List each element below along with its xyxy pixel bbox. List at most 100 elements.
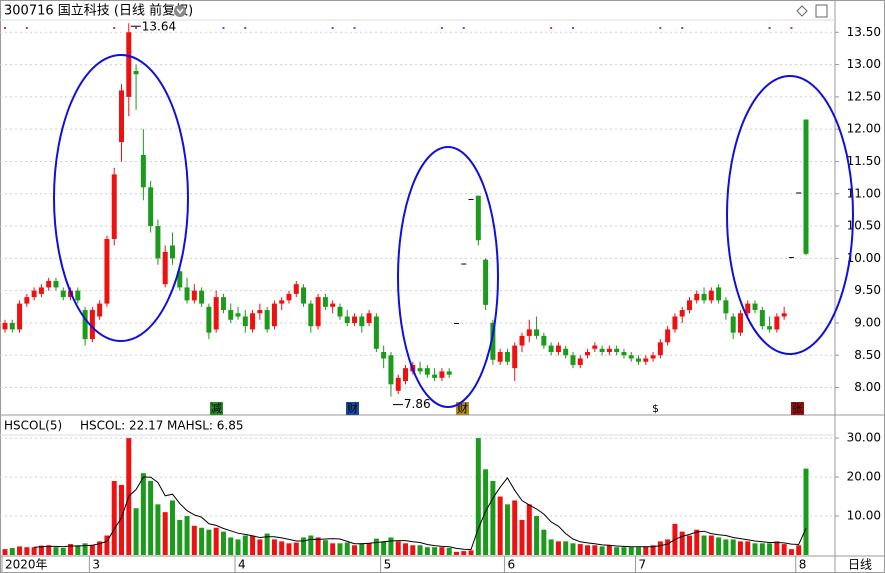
candle-body — [162, 251, 168, 285]
volume-bar — [468, 550, 474, 555]
candle-body — [308, 303, 314, 327]
volume-bar — [570, 543, 576, 555]
volume-bar — [97, 541, 103, 555]
candle-body — [796, 192, 802, 194]
candle-body — [60, 290, 66, 298]
volume-bar — [38, 545, 44, 555]
candle-body — [104, 238, 110, 304]
window-button[interactable] — [815, 4, 828, 18]
volume-bar — [264, 533, 270, 555]
volume-bar — [184, 516, 190, 555]
marker-dot — [135, 27, 138, 29]
y-tick-label: 11.00 — [847, 186, 881, 200]
volume-bar — [701, 535, 707, 555]
volume-bar — [235, 539, 241, 555]
volume-bar — [308, 535, 314, 555]
title-menu[interactable] — [174, 5, 186, 17]
volume-bar — [82, 543, 88, 555]
candle-body — [606, 348, 612, 353]
y-tick-label: 20.00 — [847, 470, 881, 484]
volume-bar — [366, 543, 372, 555]
volume-bar — [512, 500, 518, 555]
period-label: 日线 — [848, 558, 872, 572]
candle-body — [672, 316, 678, 330]
volume-bar — [242, 535, 248, 555]
candle-body — [381, 352, 387, 359]
volume-bar — [68, 544, 74, 555]
candle-body — [395, 377, 401, 391]
candle-body — [774, 316, 780, 330]
volume-bar — [424, 547, 430, 555]
volume-bar — [322, 540, 328, 555]
candle-body — [140, 155, 146, 188]
candle-body — [293, 284, 299, 294]
volume-bar — [679, 531, 685, 555]
y-tick-label: 12.50 — [847, 89, 881, 103]
volume-bar — [9, 547, 15, 555]
volume-bar — [381, 541, 387, 555]
candle-body — [570, 355, 576, 365]
candle-body — [534, 329, 540, 336]
candle-body — [548, 345, 554, 353]
volume-bar — [199, 527, 205, 555]
candle-body — [446, 371, 452, 375]
candle-body — [352, 316, 358, 323]
volume-bar — [286, 543, 292, 555]
volume-bar — [752, 543, 758, 555]
candle-body — [82, 310, 88, 340]
candle-body — [512, 345, 518, 369]
volume-bar — [577, 544, 583, 555]
volume-bar — [46, 545, 52, 555]
candle-body — [424, 368, 430, 375]
candle-body — [650, 355, 656, 359]
candle-body — [89, 310, 95, 340]
annotations — [53, 54, 854, 408]
volume-bar — [410, 545, 416, 555]
candle-body — [716, 287, 722, 301]
highlight-ellipse — [726, 75, 854, 355]
volume-bar — [796, 545, 802, 555]
volume-bar — [213, 527, 219, 555]
x-tick-label: 6 — [507, 558, 515, 572]
candle-body — [752, 303, 758, 311]
volume-bar — [548, 539, 554, 555]
candle-body — [803, 119, 809, 254]
volume-bar — [162, 512, 168, 555]
volume-bar — [759, 543, 765, 555]
event-label: 财 — [347, 401, 358, 415]
diamond-button[interactable] — [796, 5, 808, 17]
candle-body — [359, 316, 365, 327]
candle-body — [169, 245, 175, 259]
volume-bar — [140, 473, 146, 555]
volume-bar — [271, 539, 277, 555]
candle-body — [403, 368, 408, 382]
candle-body — [184, 287, 190, 301]
y-tick-label: 8.00 — [854, 380, 881, 394]
event-label: 减 — [211, 402, 222, 415]
candle-body — [242, 316, 248, 327]
marker-dot — [440, 27, 443, 29]
candle-body — [694, 293, 700, 301]
marker-dot — [25, 27, 28, 29]
candle-body — [665, 329, 671, 343]
candle-body — [432, 374, 438, 378]
volume-bar — [534, 516, 540, 555]
volume-bar — [220, 531, 226, 555]
volume-bar — [359, 543, 365, 555]
candle-body — [388, 355, 394, 385]
candle-body — [643, 358, 649, 362]
volume-bar — [148, 480, 154, 555]
volume-bar — [133, 508, 139, 555]
candle-body — [148, 187, 154, 227]
candle-body — [453, 322, 459, 324]
candle-body — [417, 368, 423, 372]
volume-bar — [250, 535, 256, 555]
candle-body — [701, 293, 707, 301]
candle-body — [24, 297, 30, 304]
title-menu-arrow — [176, 8, 184, 15]
candle-body — [519, 335, 525, 346]
candle-body — [439, 371, 445, 378]
volume-bar — [75, 545, 81, 555]
volume-bar — [665, 539, 671, 555]
volume-bar — [788, 549, 794, 555]
